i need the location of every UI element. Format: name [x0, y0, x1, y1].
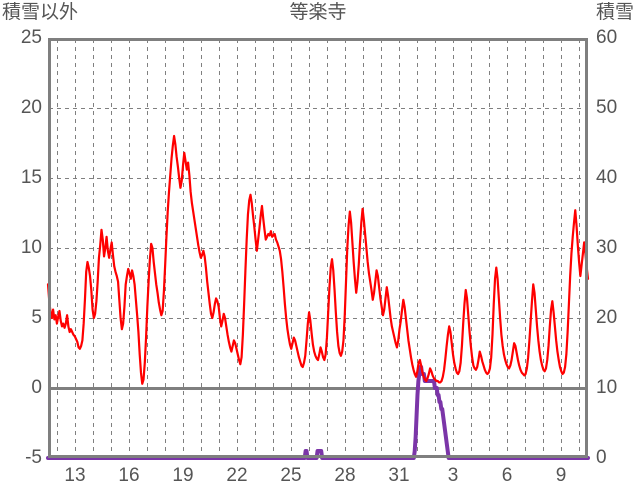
x-tick-6: 31 [388, 465, 410, 486]
y-tick-right-3: 30 [596, 237, 618, 258]
left-axis-title: 積雪以外 [2, 2, 79, 23]
y-tick-right-4: 20 [596, 307, 618, 328]
y-tick-right-2: 40 [596, 167, 618, 188]
x-tick-5: 28 [334, 465, 356, 486]
y-tick-left-0: 25 [20, 27, 42, 48]
x-tick-8: 6 [501, 465, 513, 486]
y-tick-right-5: 10 [596, 377, 618, 398]
y-tick-left-6: -5 [25, 447, 42, 468]
x-tick-9: 9 [555, 465, 567, 486]
x-tick-1: 16 [118, 465, 140, 486]
y-tick-left-1: 20 [20, 97, 42, 118]
y-tick-right-6: 0 [596, 447, 607, 468]
right-axis-title: 積雪 [595, 2, 634, 23]
chart-title: 等楽寺 [289, 2, 347, 23]
y-tick-left-5: 0 [31, 377, 42, 398]
x-tick-7: 3 [447, 465, 459, 486]
y-tick-left-4: 5 [31, 307, 42, 328]
y-tick-left-2: 15 [20, 167, 42, 188]
x-tick-0: 13 [64, 465, 86, 486]
x-tick-4: 25 [280, 465, 302, 486]
y-tick-left-3: 10 [20, 237, 42, 258]
x-tick-3: 22 [226, 465, 248, 486]
y-tick-right-0: 60 [596, 27, 618, 48]
y-tick-right-1: 50 [596, 97, 618, 118]
x-tick-2: 19 [172, 465, 194, 486]
